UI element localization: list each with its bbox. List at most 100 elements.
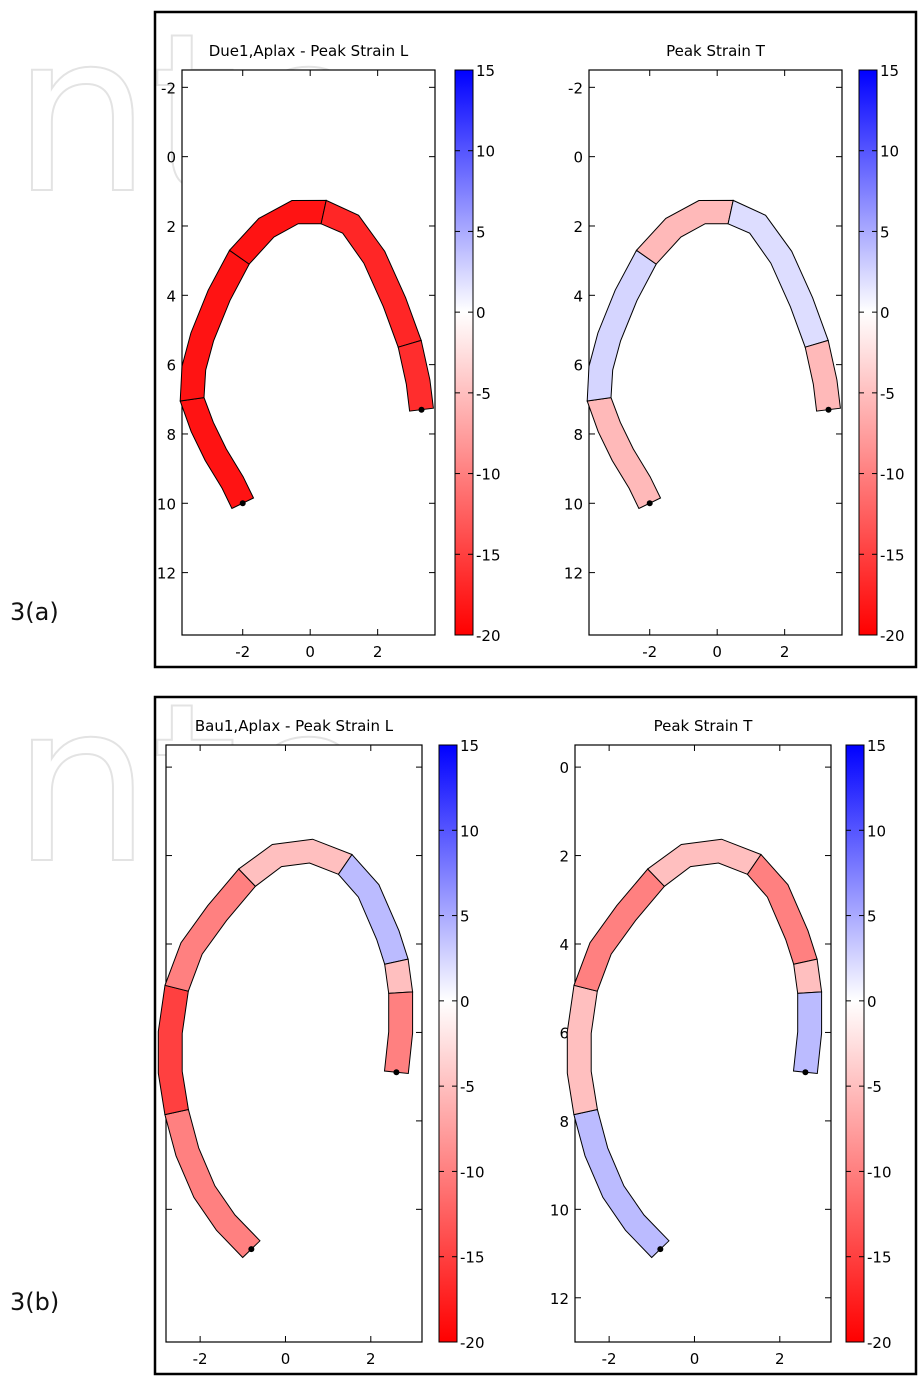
colorbar-tick-label: 0	[867, 993, 877, 1011]
y-tick-label: 12	[550, 1290, 569, 1308]
myocardium-segment	[804, 339, 841, 412]
x-tick-label: -2	[235, 643, 250, 661]
endpoint-marker	[248, 1246, 255, 1253]
plot-title: Bau1,Aplax - Peak Strain L	[195, 717, 394, 735]
colorbar	[858, 69, 878, 636]
colorbar-tick-label: 5	[867, 908, 877, 926]
myocardium-segment	[383, 991, 414, 1075]
colorbar-tick-label: -5	[880, 385, 895, 403]
colorbar-tick-label: 15	[460, 737, 479, 755]
x-tick-label: 0	[712, 643, 722, 661]
colorbar-tick-label: 10	[460, 822, 479, 840]
plot-title: Peak Strain T	[654, 717, 754, 735]
endpoint-marker	[418, 406, 425, 413]
x-tick-label: -2	[193, 1350, 208, 1368]
figure-frame	[153, 10, 918, 669]
x-tick-label: 0	[281, 1350, 291, 1368]
colorbar	[438, 744, 458, 1343]
x-tick-label: 2	[780, 643, 790, 661]
y-tick-label: 2	[573, 218, 583, 236]
figure-label: 3(a)	[10, 598, 59, 626]
myocardium-segment	[384, 958, 414, 994]
plot-title: Peak Strain T	[666, 42, 766, 60]
myocardium-segment	[793, 958, 823, 994]
y-tick-label: -2	[161, 79, 176, 97]
colorbar-tick-label: -10	[867, 1163, 892, 1181]
figure-frame	[153, 695, 918, 1376]
y-tick-label: 0	[166, 149, 176, 167]
axes-box	[588, 69, 843, 636]
colorbar-tick-label: 10	[476, 143, 495, 161]
y-tick-label: 2	[166, 218, 176, 236]
colorbar	[845, 744, 865, 1343]
colorbar-tick-label: -10	[880, 466, 905, 484]
y-tick-label: 4	[166, 287, 176, 305]
colorbar-tick-label: 15	[880, 62, 899, 80]
strain-plot: Bau1,Aplax - Peak Strain L-2 0 2151050-5-1…	[157, 717, 485, 1368]
x-tick-label: 0	[305, 643, 315, 661]
y-tick-label: 0	[559, 759, 569, 777]
x-tick-label: -2	[602, 1350, 617, 1368]
figure-panel: 3(a)Due1,Aplax - Peak Strain L-202468101…	[10, 10, 918, 669]
colorbar-tick-label: -5	[476, 385, 491, 403]
x-tick-label: 2	[775, 1350, 785, 1368]
colorbar-tick-label: 10	[867, 822, 886, 840]
colorbar-tick-label: -15	[476, 546, 501, 564]
colorbar-tick-label: 5	[476, 223, 486, 241]
x-tick-label: 2	[373, 643, 383, 661]
colorbar-tick-label: 5	[460, 908, 470, 926]
myocardium-segment	[792, 991, 823, 1075]
colorbar-tick-label: -10	[476, 466, 501, 484]
y-tick-label: 12	[157, 565, 176, 583]
y-tick-label: 8	[573, 426, 583, 444]
endpoint-marker	[393, 1069, 400, 1076]
colorbar-tick-label: 0	[476, 304, 486, 322]
y-tick-label: 8	[166, 426, 176, 444]
colorbar-tick-label: -5	[460, 1078, 475, 1096]
axes-box	[574, 744, 832, 1343]
y-tick-label: 6	[559, 1024, 569, 1042]
endpoint-marker	[825, 406, 832, 413]
endpoint-marker	[239, 500, 246, 507]
y-tick-label: 10	[564, 495, 583, 513]
x-tick-label: 0	[690, 1350, 700, 1368]
colorbar	[454, 69, 474, 636]
y-tick-label: 4	[559, 936, 569, 954]
axes-box	[181, 69, 436, 636]
endpoint-marker	[657, 1246, 664, 1253]
endpoint-marker	[646, 500, 653, 507]
colorbar-tick-label: -20	[867, 1334, 892, 1352]
figure-label: 3(b)	[10, 1288, 59, 1316]
colorbar-tick-label: -20	[460, 1334, 485, 1352]
plot-title: Due1,Aplax - Peak Strain L	[209, 42, 409, 60]
colorbar-tick-label: 15	[476, 62, 495, 80]
y-tick-label: 8	[559, 1113, 569, 1131]
colorbar-tick-label: -5	[867, 1078, 882, 1096]
figures-layer: 3(a)Due1,Aplax - Peak Strain L-202468101…	[10, 10, 918, 1376]
colorbar-tick-label: 5	[880, 223, 890, 241]
colorbar-tick-label: -20	[880, 627, 905, 645]
colorbar-tick-label: -10	[460, 1163, 485, 1181]
colorbar-tick-label: 15	[867, 737, 886, 755]
colorbar-tick-label: -20	[476, 627, 501, 645]
x-tick-label: -2	[642, 643, 657, 661]
colorbar-tick-label: 0	[880, 304, 890, 322]
colorbar-tick-label: -15	[460, 1249, 485, 1267]
colorbar-tick-label: 0	[460, 993, 470, 1011]
y-tick-label: -2	[568, 79, 583, 97]
figure-panel: 3(b)Bau1,Aplax - Peak Strain L-2 0 2151050…	[10, 695, 918, 1376]
y-tick-label: 6	[166, 357, 176, 375]
y-tick-label: 0	[573, 149, 583, 167]
y-tick-label: 10	[157, 495, 176, 513]
y-tick-label: 4	[573, 287, 583, 305]
endpoint-marker	[802, 1069, 809, 1076]
colorbar-tick-label: -15	[867, 1249, 892, 1267]
y-tick-label: 6	[573, 357, 583, 375]
axes-box	[165, 744, 423, 1343]
y-tick-label: 10	[550, 1201, 569, 1219]
colorbar-tick-label: 10	[880, 143, 899, 161]
